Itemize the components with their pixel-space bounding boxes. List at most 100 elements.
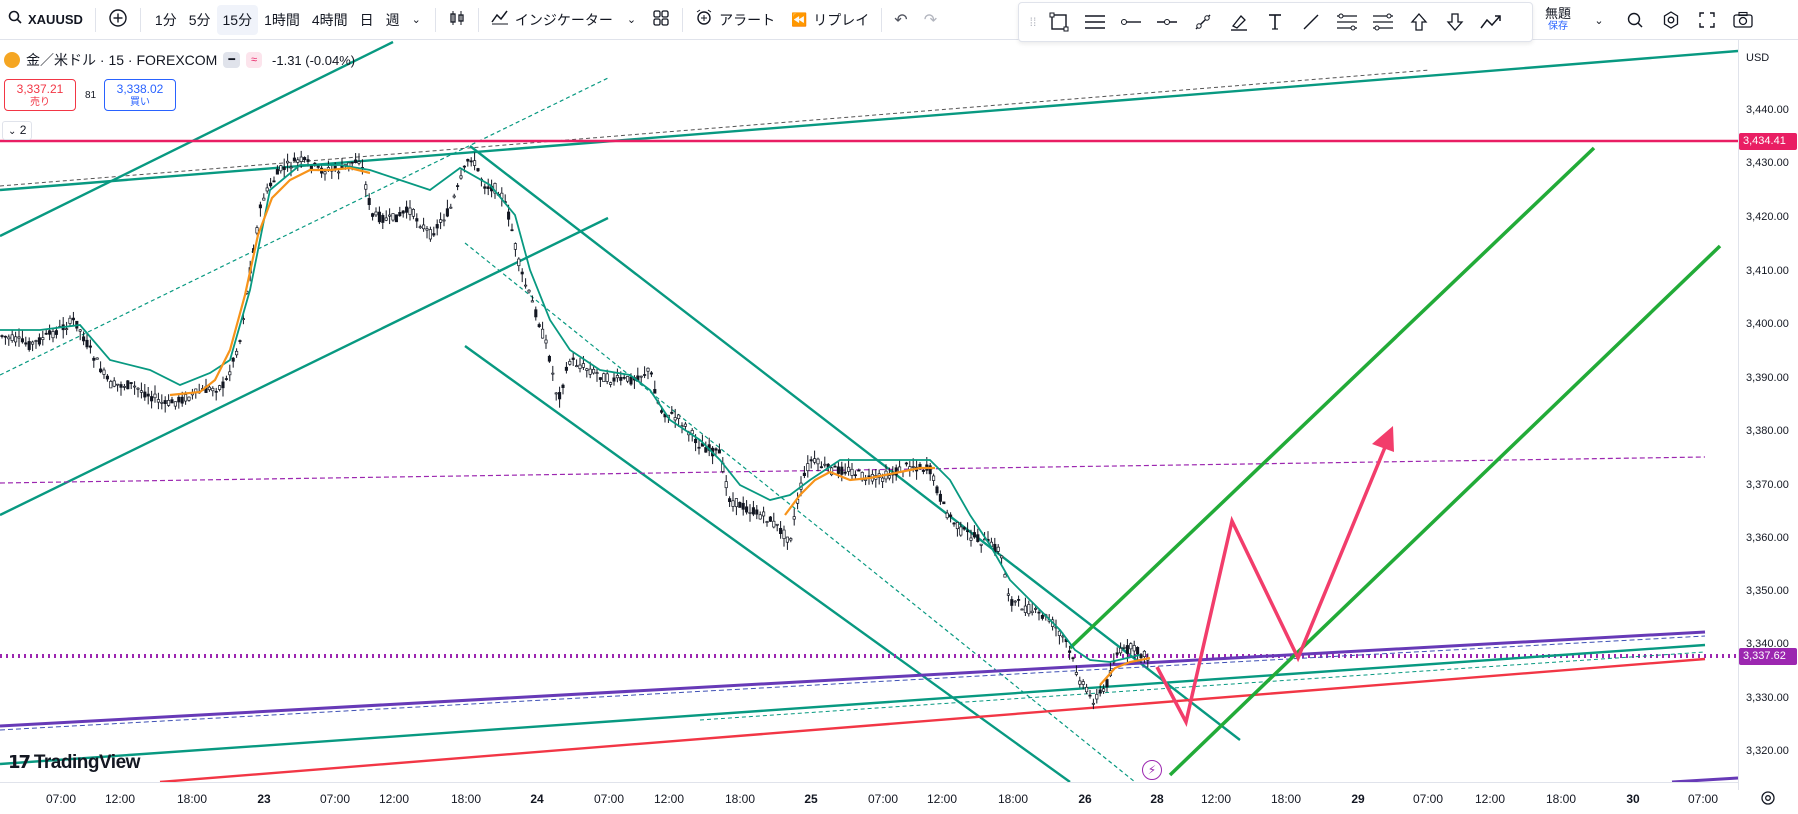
candle-body bbox=[615, 375, 619, 379]
candle-body bbox=[520, 271, 524, 275]
candle-body bbox=[748, 512, 752, 514]
candle-body bbox=[296, 159, 300, 163]
trend-line-icon[interactable] bbox=[1185, 4, 1221, 40]
replay-icon: ⏪ bbox=[791, 11, 808, 27]
symbol-description: 金／米ドル · 15 · FOREXCOM bbox=[26, 52, 218, 68]
camera-icon[interactable] bbox=[1725, 2, 1761, 38]
candle-body bbox=[456, 185, 460, 187]
candle-body bbox=[34, 340, 38, 342]
horizontal-ray-icon[interactable] bbox=[1113, 4, 1149, 40]
quick-search-icon[interactable] bbox=[1617, 2, 1653, 38]
candle-body bbox=[1023, 605, 1027, 613]
tradingview-logo[interactable]: 𝟭𝟳 TradingView bbox=[8, 752, 140, 774]
text-icon[interactable] bbox=[1257, 4, 1293, 40]
compare-toggle-icon[interactable]: ≈ bbox=[245, 52, 263, 68]
sell-button[interactable]: 3,337.21 売り bbox=[4, 79, 76, 111]
candle-body bbox=[139, 390, 143, 393]
candle-body bbox=[435, 224, 439, 229]
interval-15m[interactable]: 15分 bbox=[216, 4, 259, 35]
drag-handle-icon[interactable]: ⁞⁞ bbox=[1029, 15, 1037, 29]
candle-body bbox=[806, 463, 810, 472]
buy-label: 買い bbox=[130, 97, 150, 108]
candle-body bbox=[731, 500, 735, 507]
candle-body bbox=[411, 209, 415, 217]
time-axis[interactable] bbox=[0, 782, 1738, 814]
path-icon[interactable] bbox=[1473, 4, 1509, 40]
spread-value: 81 bbox=[85, 90, 97, 101]
short-position-icon[interactable] bbox=[1365, 4, 1401, 40]
time-label: 12:00 bbox=[1200, 792, 1232, 806]
highlighter-icon[interactable] bbox=[1221, 4, 1257, 40]
candle-body bbox=[745, 506, 749, 513]
candle-body bbox=[894, 467, 898, 476]
horizontal-line-icon[interactable] bbox=[1149, 4, 1185, 40]
interval-day[interactable]: 日 bbox=[359, 11, 374, 28]
candle-body bbox=[384, 217, 388, 221]
moving-average-orange-2 bbox=[784, 466, 935, 516]
buy-button[interactable]: 3,338.02 買い bbox=[104, 79, 176, 111]
indicators-button[interactable]: インジケーター ⌄ bbox=[483, 0, 644, 40]
axis-settings-gear-icon[interactable] bbox=[1760, 790, 1776, 811]
interval-week[interactable]: 週 bbox=[385, 11, 400, 28]
candle-body bbox=[966, 530, 970, 533]
interval-5m[interactable]: 5分 bbox=[188, 11, 211, 28]
rectangle-select-icon[interactable] bbox=[1041, 4, 1077, 40]
undo-button[interactable]: ↶ bbox=[886, 0, 915, 40]
chevron-down-icon[interactable]: ⌄ bbox=[411, 13, 421, 26]
ruler-line-icon[interactable] bbox=[1293, 4, 1329, 40]
candle-body bbox=[17, 336, 21, 339]
hide-legend-button[interactable]: ━ bbox=[223, 52, 240, 68]
candle-body bbox=[122, 386, 126, 388]
chart-type-button[interactable] bbox=[440, 0, 474, 40]
time-label-day: 23 bbox=[257, 792, 271, 806]
candle-body bbox=[626, 376, 630, 382]
indicator-collapse-button[interactable]: ⌄ 2 bbox=[2, 121, 33, 140]
templates-button[interactable] bbox=[644, 0, 678, 40]
interval-1m[interactable]: 1分 bbox=[154, 11, 177, 28]
candle-body bbox=[867, 475, 871, 478]
candle-body bbox=[292, 157, 296, 162]
long-position-icon[interactable] bbox=[1329, 4, 1365, 40]
candle-body bbox=[126, 380, 130, 390]
interval-4h[interactable]: 4時間 bbox=[311, 11, 348, 28]
arrow-up-icon[interactable] bbox=[1401, 4, 1437, 40]
divider bbox=[682, 7, 684, 32]
price-label: 3,410.00 bbox=[1746, 265, 1789, 277]
replay-label: リプレイ bbox=[813, 11, 870, 28]
lightning-icon[interactable]: ⚡ bbox=[1142, 760, 1162, 780]
redo-button[interactable]: ↷ bbox=[916, 0, 945, 40]
candle-body bbox=[1074, 672, 1078, 675]
currency-label: USD bbox=[1746, 52, 1770, 64]
price-axis[interactable] bbox=[1738, 40, 1798, 790]
time-label: 12:00 bbox=[378, 792, 410, 806]
price-label: 3,350.00 bbox=[1746, 585, 1789, 597]
candle-body bbox=[840, 466, 844, 475]
candle-body bbox=[677, 414, 681, 419]
candle-body bbox=[609, 382, 613, 385]
candle-body bbox=[275, 168, 279, 175]
replay-button[interactable]: ⏪ リプレイ bbox=[783, 0, 877, 40]
symbol-search[interactable]: XAUUSD bbox=[0, 0, 91, 40]
chart-canvas[interactable] bbox=[0, 40, 1738, 782]
candle-body bbox=[728, 498, 732, 502]
candle-body bbox=[398, 212, 402, 217]
fullscreen-icon[interactable] bbox=[1689, 2, 1725, 38]
compare-button[interactable] bbox=[100, 0, 136, 40]
gear-icon[interactable] bbox=[1653, 2, 1689, 38]
candle-body bbox=[530, 300, 534, 303]
layout-name-button[interactable]: 無題 保存 bbox=[1535, 7, 1581, 33]
candle-body bbox=[282, 166, 286, 170]
lines-icon[interactable] bbox=[1077, 4, 1113, 40]
candle-body bbox=[911, 466, 915, 468]
interval-1h[interactable]: 1時間 bbox=[264, 11, 300, 28]
time-label: 18:00 bbox=[724, 792, 756, 806]
candle-body bbox=[269, 182, 273, 187]
divider bbox=[434, 7, 436, 32]
candle-body bbox=[37, 337, 41, 345]
arrow-down-icon[interactable] bbox=[1437, 4, 1473, 40]
candle-body bbox=[82, 336, 86, 342]
chevron-down-icon[interactable]: ⌄ bbox=[1594, 14, 1604, 27]
candle-body bbox=[483, 186, 487, 189]
candle-body bbox=[78, 329, 82, 332]
alert-button[interactable]: アラート bbox=[687, 0, 783, 40]
